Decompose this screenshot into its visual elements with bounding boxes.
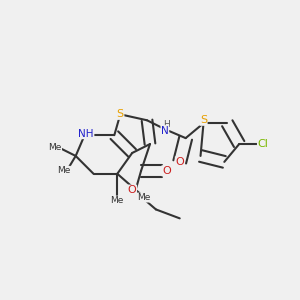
- Text: S: S: [117, 109, 124, 119]
- Text: Me: Me: [111, 196, 124, 205]
- Text: S: S: [200, 115, 207, 125]
- Text: Me: Me: [48, 142, 62, 152]
- Text: O: O: [162, 166, 171, 176]
- Text: Me: Me: [57, 166, 70, 175]
- Text: O: O: [128, 185, 136, 195]
- Text: Cl: Cl: [257, 139, 268, 149]
- Text: N: N: [161, 126, 169, 136]
- Text: H: H: [163, 120, 170, 129]
- Text: O: O: [175, 157, 184, 167]
- Text: NH: NH: [78, 129, 94, 139]
- Text: Me: Me: [137, 193, 151, 202]
